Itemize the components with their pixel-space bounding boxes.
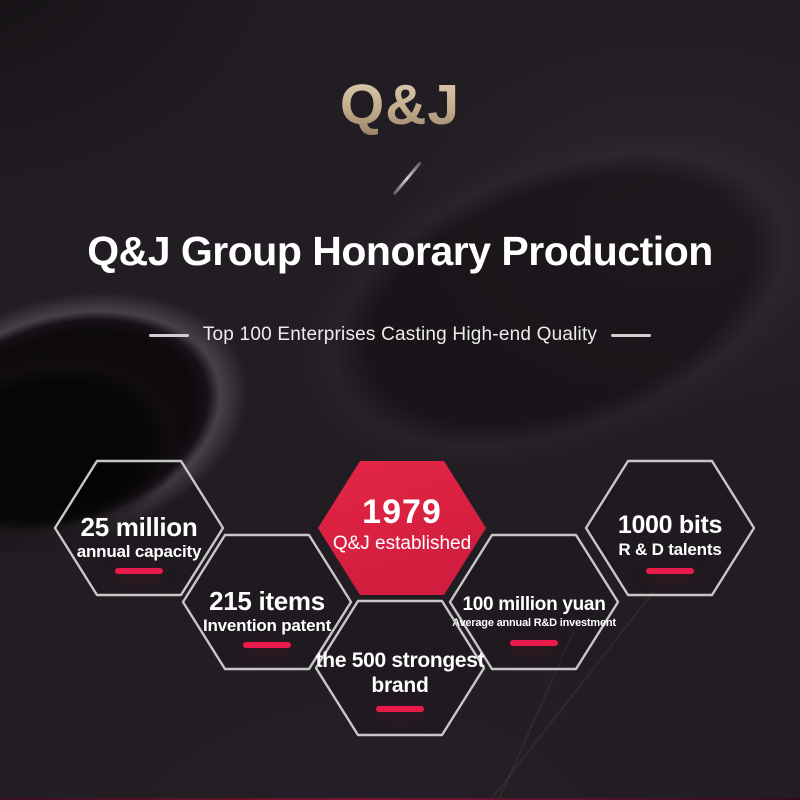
stat-text: 1979 Q&J established xyxy=(316,454,488,594)
stat-text: 100 million yuan Average annual R&D inve… xyxy=(448,541,620,681)
stat-red-dash xyxy=(243,642,291,648)
stat-value: 100 million yuan xyxy=(462,593,606,615)
stat-hex-invention-patent: 215 items Invention patent xyxy=(181,532,353,672)
stat-hex-established: 1979 Q&J established xyxy=(316,458,488,598)
subtitle-text: Top 100 Enterprises Casting High-end Qua… xyxy=(202,324,598,345)
stat-red-dash xyxy=(376,706,424,712)
decorative-slash xyxy=(392,161,422,196)
brand-logo: Q&J xyxy=(0,72,800,138)
stat-label: brand xyxy=(371,674,429,697)
stat-hex-top500-brand: the 500 strongest brand xyxy=(314,598,486,738)
stat-value: 215 items xyxy=(209,586,325,616)
bottom-accent-line xyxy=(0,798,800,800)
stat-label: Average annual R&D investment xyxy=(452,616,616,629)
page-title: Q&J Group Honorary Production xyxy=(87,228,713,274)
stat-label: Invention patent xyxy=(202,616,332,635)
hexagon-outline-icon xyxy=(53,459,225,597)
hexagon-outline-icon xyxy=(181,533,353,671)
subtitle: Top 100 Enterprises Casting High-end Qua… xyxy=(0,322,800,348)
stat-value: 25 million xyxy=(80,512,198,542)
stat-label: Q&J established xyxy=(332,533,472,554)
stat-red-dash xyxy=(510,640,558,646)
stat-hex-annual-capacity: 25 million annual capacity xyxy=(53,458,225,598)
stat-red-dash xyxy=(115,568,163,574)
stat-text: 215 items Invention patent xyxy=(181,541,353,681)
stat-label: annual capacity xyxy=(76,542,202,561)
subtitle-divider-right xyxy=(611,333,652,337)
stat-red-dash xyxy=(646,568,694,574)
hexagon-outline-icon xyxy=(584,459,756,597)
subtitle-divider-left xyxy=(148,333,189,337)
stat-text: 1000 bits R & D talents xyxy=(584,465,756,605)
stat-value: 1000 bits xyxy=(617,510,723,539)
stat-hex-rd-talents: 1000 bits R & D talents xyxy=(584,458,756,598)
hexagon-outline-icon xyxy=(448,533,620,671)
stat-value: 1979 xyxy=(362,493,442,531)
stat-text: the 500 strongest brand xyxy=(314,603,486,743)
stat-hex-rd-investment: 100 million yuan Average annual R&D inve… xyxy=(448,532,620,672)
hexagon-outline-icon xyxy=(314,599,486,737)
stat-label: R & D talents xyxy=(618,539,722,559)
stat-value: the 500 strongest xyxy=(315,649,485,672)
stat-text: 25 million annual capacity xyxy=(53,467,225,607)
